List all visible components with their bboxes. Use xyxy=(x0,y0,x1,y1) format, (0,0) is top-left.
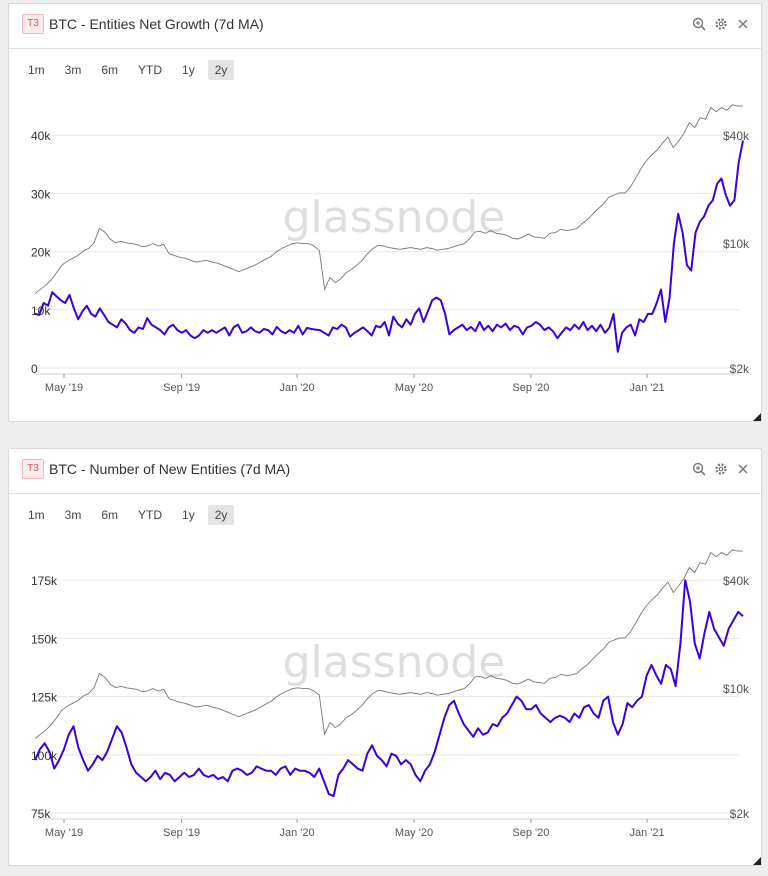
x-tick-label: Jan '21 xyxy=(630,827,665,839)
y-right-tick-label: $10k xyxy=(723,237,750,251)
tier-badge: T3 xyxy=(22,14,44,34)
y-right-tick-label: $10k xyxy=(723,682,750,696)
y-left-tick-label: 30k xyxy=(31,187,51,201)
time-range-selector: 1m 3m 6m YTD 1y 2y xyxy=(21,60,235,80)
y-right-tick-label: $40k xyxy=(723,574,750,588)
panel-toolbar xyxy=(691,16,751,32)
gear-icon[interactable] xyxy=(713,16,729,32)
y-left-tick-label: 20k xyxy=(31,246,51,260)
y-right-tick-label: $40k xyxy=(723,129,750,143)
close-icon[interactable] xyxy=(735,16,751,32)
x-tick-label: May '20 xyxy=(395,382,433,394)
close-icon[interactable] xyxy=(735,461,751,477)
x-tick-label: Jan '21 xyxy=(630,382,665,394)
panel-header: T3 BTC - Number of New Entities (7d MA) xyxy=(9,449,761,494)
tier-badge: T3 xyxy=(22,459,44,479)
chart-panel-net-growth: T3 BTC - Entities Net Growth (7d MA) 1m 3… xyxy=(8,3,762,422)
range-button-3m[interactable]: 3m xyxy=(64,508,82,522)
chart-area: 75k 100k 125k 150k 175k glassnode May '19 Sep '… xyxy=(31,549,750,839)
range-button-ytd[interactable]: YTD xyxy=(138,508,163,522)
x-tick-label: May '19 xyxy=(45,382,83,394)
x-tick-label: Sep '20 xyxy=(512,382,549,394)
y-right-tick-label: $2k xyxy=(730,807,750,821)
panel-header: T3 BTC - Entities Net Growth (7d MA) xyxy=(9,4,761,49)
y-left-tick-label: 125k xyxy=(31,691,58,705)
x-tick-label: May '19 xyxy=(45,827,83,839)
zoom-icon[interactable] xyxy=(691,16,707,32)
time-range-selector: 1m 3m 6m YTD 1y 2y xyxy=(21,505,235,525)
resize-handle[interactable] xyxy=(753,413,761,421)
range-button-1m[interactable]: 1m xyxy=(28,63,45,77)
y-left-tick-label: 175k xyxy=(31,574,58,588)
gear-icon[interactable] xyxy=(713,461,729,477)
x-tick-label: Jan '20 xyxy=(280,827,315,839)
range-button-1m[interactable]: 1m xyxy=(28,508,45,522)
range-button-1y[interactable]: 1y xyxy=(182,63,195,77)
y-left-tick-label: 0 xyxy=(31,362,38,376)
y-left-tick-label: 100k xyxy=(31,749,58,763)
watermark: glassnode xyxy=(283,192,506,243)
range-button-3m[interactable]: 3m xyxy=(64,63,82,77)
range-button-6m[interactable]: 6m xyxy=(101,63,119,77)
chart-panel-new-entities: T3 BTC - Number of New Entities (7d MA) … xyxy=(8,448,762,866)
range-button-2y[interactable]: 2y xyxy=(207,505,235,525)
range-button-1y[interactable]: 1y xyxy=(182,508,195,522)
price-series-line xyxy=(34,549,743,740)
range-button-2y[interactable]: 2y xyxy=(207,60,235,80)
x-tick-label: Sep '19 xyxy=(163,827,200,839)
x-tick-label: Sep '19 xyxy=(163,382,200,394)
range-button-6m[interactable]: 6m xyxy=(101,508,119,522)
y-left-tick-label: 40k xyxy=(31,129,51,143)
range-button-ytd[interactable]: YTD xyxy=(138,63,163,77)
watermark: glassnode xyxy=(283,637,506,688)
chart-title: BTC - Entities Net Growth (7d MA) xyxy=(49,16,264,32)
metric-series-line xyxy=(34,140,744,353)
zoom-icon[interactable] xyxy=(691,461,707,477)
price-series-line xyxy=(34,104,743,295)
y-right-tick-label: $2k xyxy=(730,362,750,376)
metric-series-line xyxy=(34,579,744,798)
resize-handle[interactable] xyxy=(753,857,761,865)
x-tick-label: Sep '20 xyxy=(512,827,549,839)
y-left-tick-label: 150k xyxy=(31,632,58,646)
panel-toolbar xyxy=(691,461,751,477)
chart-title: BTC - Number of New Entities (7d MA) xyxy=(49,461,291,477)
x-tick-label: Jan '20 xyxy=(280,382,315,394)
y-left-tick-label: 75k xyxy=(31,807,51,821)
x-tick-label: May '20 xyxy=(395,827,433,839)
